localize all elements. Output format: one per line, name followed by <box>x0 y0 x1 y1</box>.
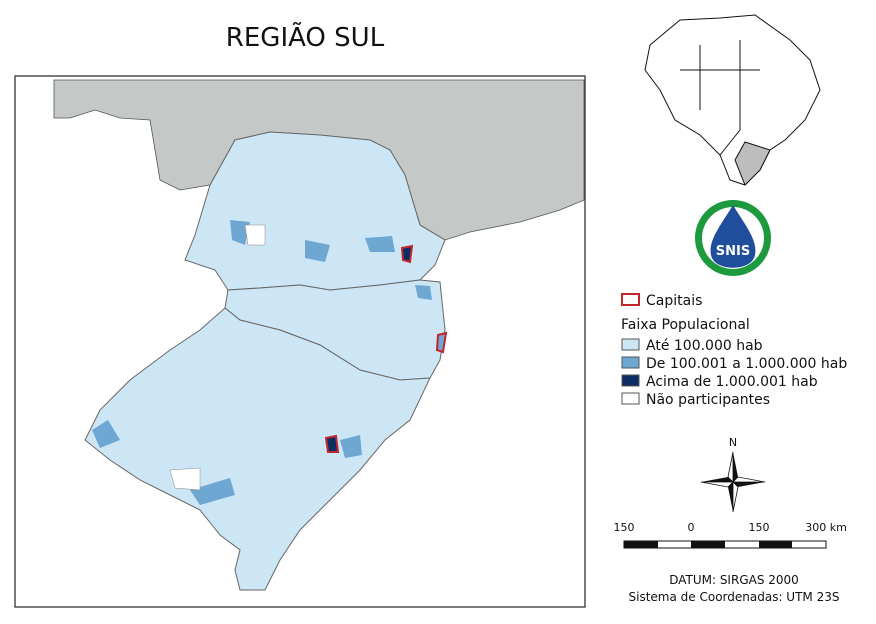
municipality <box>340 435 362 458</box>
north-label: N <box>729 436 737 449</box>
legend-swatch <box>621 374 640 387</box>
municipality <box>190 478 235 505</box>
capital <box>324 434 340 453</box>
municipality <box>169 467 201 491</box>
municipality <box>305 240 330 262</box>
capital <box>400 244 414 264</box>
scale-label: 150 <box>614 521 635 534</box>
legend-label: De 100.001 a 1.000.000 hab <box>646 356 847 372</box>
brazil-inset <box>644 14 821 186</box>
legend-swatch <box>621 338 640 351</box>
scale-label: 300 km <box>805 521 847 534</box>
logo: SNIS <box>695 200 771 276</box>
logo-drop <box>710 205 756 268</box>
main-map <box>14 75 586 608</box>
legend-swatch <box>621 392 640 405</box>
legend-label: Não participantes <box>646 392 770 408</box>
north-arrow: N <box>700 436 766 513</box>
municipality <box>365 236 395 252</box>
legend-label: Acima de 1.000.001 hab <box>646 374 818 390</box>
scale-bar: 150 0 150 300 km <box>614 521 847 549</box>
logo-text: SNIS <box>716 244 750 259</box>
legend-heading: Faixa Populacional <box>621 317 750 333</box>
municipality <box>92 420 120 448</box>
legend-label: Até 100.000 hab <box>646 338 763 354</box>
legend-label: Capitais <box>646 293 702 309</box>
footer-line: DATUM: SIRGAS 2000 <box>669 573 799 587</box>
scale-label: 0 <box>688 521 695 534</box>
legend-swatch <box>621 356 640 369</box>
footer-line: Sistema de Coordenadas: UTM 23S <box>629 590 840 604</box>
scale-label: 150 <box>749 521 770 534</box>
legend-items: Até 100.000 hab De 100.001 a 1.000.000 h… <box>621 338 847 408</box>
municipality <box>415 285 432 300</box>
capital <box>435 331 448 354</box>
legend: Capitais Faixa Populacional Até 100.000 … <box>621 293 847 408</box>
title: REGIÃO SUL <box>226 21 385 53</box>
legend-swatch <box>621 293 640 306</box>
municipality <box>244 224 266 246</box>
state-rio-grande-do-sul <box>84 307 431 591</box>
